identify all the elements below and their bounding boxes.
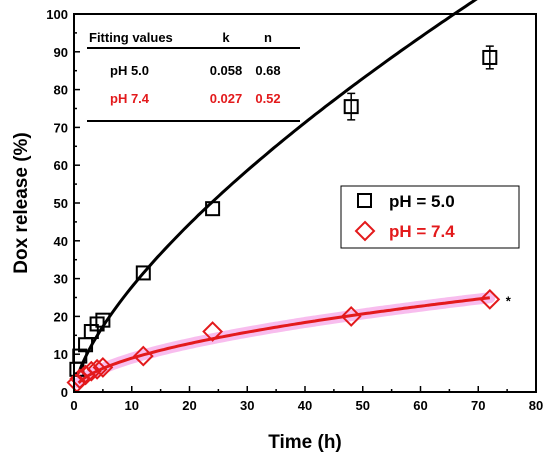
y-tick-label: 50	[54, 196, 68, 211]
data-point-diamond	[80, 360, 102, 382]
data-point-square	[205, 201, 221, 217]
x-tick-label: 20	[182, 398, 196, 413]
y-axis: 0 10 20 30 40 50 60 70 80 90 100	[46, 7, 80, 400]
data-point-diamond	[132, 345, 154, 367]
legend-marker-diamond	[354, 220, 376, 242]
legend-label: pH = 7.4	[389, 222, 455, 241]
data-point-diamond	[479, 288, 501, 310]
data-point-diamond	[92, 357, 114, 378]
fit-curve	[77, 0, 478, 374]
x-tick-label: 80	[529, 398, 543, 413]
significance-marker: *	[506, 294, 512, 309]
legend-label: pH = 5.0	[389, 192, 455, 211]
data-point-diamond	[202, 321, 224, 342]
y-tick-label: 60	[54, 158, 68, 173]
legend: pH = 5.0 pH = 7.4	[340, 185, 520, 249]
x-tick-label: 50	[356, 398, 370, 413]
y-tick-label: 70	[54, 120, 68, 135]
y-tick-label: 40	[54, 234, 68, 249]
fit-table-row-label: pH 7.4	[110, 91, 150, 106]
fit-table-header-k: k	[222, 30, 230, 45]
fit-table-row-k: 0.027	[210, 91, 243, 106]
fit-table-header-label: Fitting values	[89, 30, 173, 45]
legend-marker-square	[357, 193, 372, 208]
x-tick-label: 0	[70, 398, 77, 413]
x-tick-label: 60	[413, 398, 427, 413]
data-point-square	[95, 312, 111, 328]
data-point-square	[482, 49, 498, 65]
data-point-square	[135, 265, 151, 281]
x-tick-label: 30	[240, 398, 254, 413]
data-point-square	[343, 99, 359, 115]
x-axis: 0 10 20 30 40 50 60 70 80	[70, 386, 543, 413]
fit-table-row-label: pH 5.0	[110, 63, 149, 78]
x-tick-label: 10	[125, 398, 139, 413]
y-tick-label: 100	[46, 7, 68, 22]
fit-table-row-n: 0.68	[255, 63, 280, 78]
y-tick-label: 30	[54, 272, 68, 287]
data-point-diamond	[86, 358, 108, 380]
y-tick-label: 80	[54, 83, 68, 98]
fit-curves	[73, 0, 496, 389]
data-point-diamond	[340, 305, 362, 327]
y-tick-label: 0	[61, 385, 68, 400]
x-tick-label: 70	[471, 398, 485, 413]
x-tick-label: 40	[298, 398, 312, 413]
fit-table-row-k: 0.058	[210, 63, 243, 78]
error-bars	[347, 45, 494, 121]
fit-table-header-n: n	[264, 30, 272, 45]
x-axis-title: Time (h)	[268, 432, 342, 453]
y-tick-label: 90	[54, 45, 68, 60]
significance-marker: *	[506, 0, 512, 1]
y-tick-label: 10	[54, 347, 68, 362]
fit-table-row-n: 0.52	[255, 91, 280, 106]
fit-table: Fitting values k n pH 5.0 0.058 0.68 pH …	[87, 30, 300, 122]
y-tick-label: 20	[54, 309, 68, 324]
y-axis-title: Dox release (%)	[11, 132, 32, 274]
annotations: **	[506, 0, 512, 309]
fit-curve-halo	[73, 292, 496, 389]
fit-curve	[77, 296, 490, 385]
